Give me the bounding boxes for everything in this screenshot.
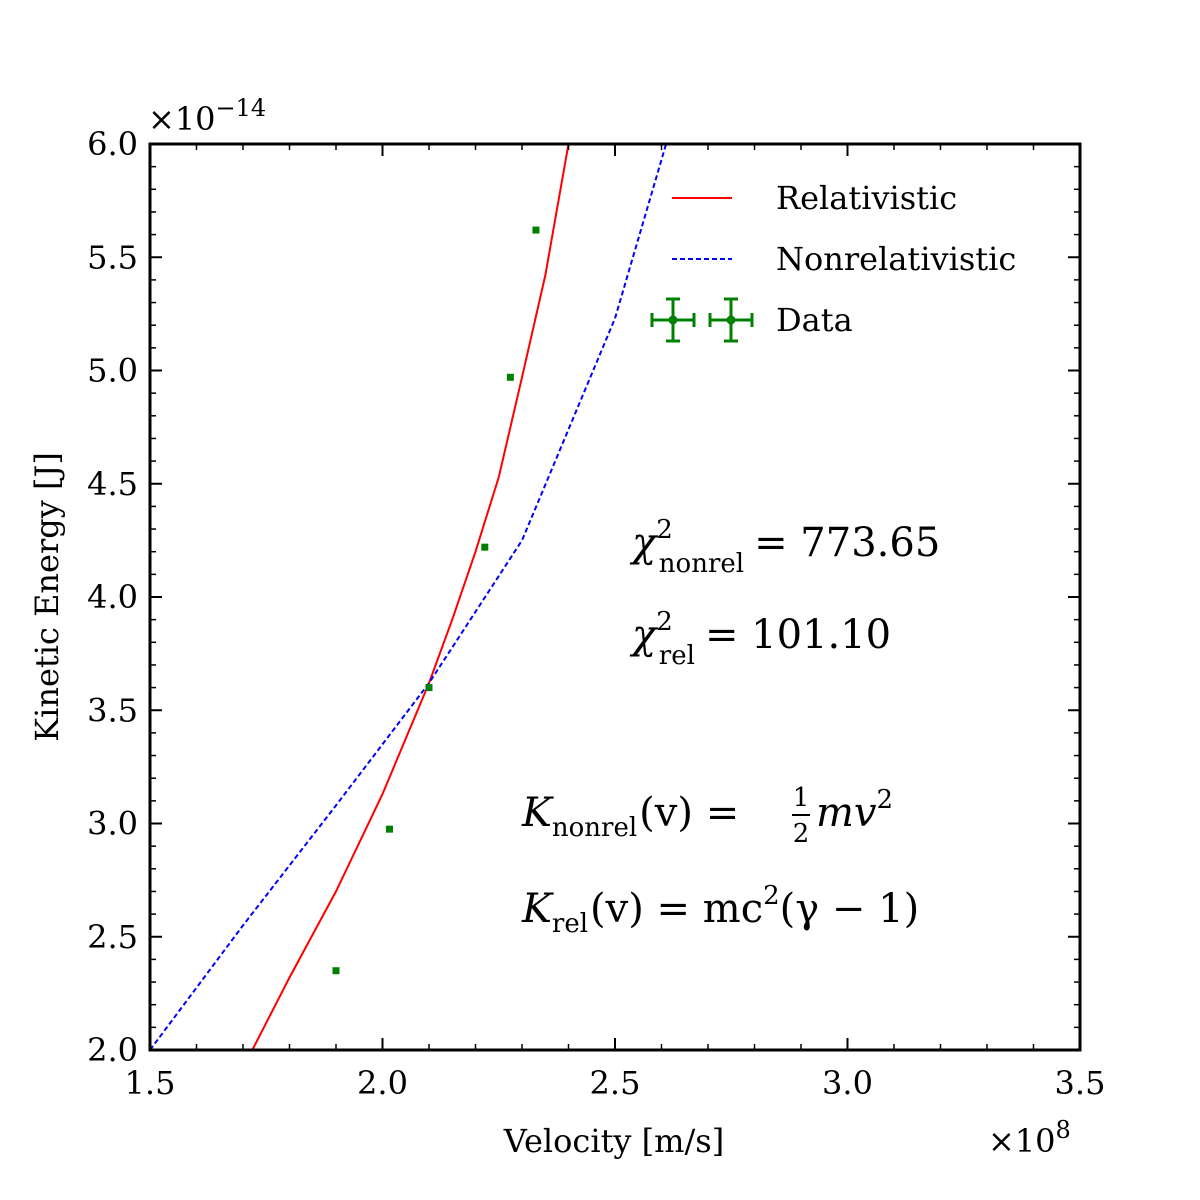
plot-layer [150, 144, 668, 1050]
x-axis-label: Velocity [m/s] [503, 1122, 724, 1160]
y-tick-label: 5.5 [87, 238, 138, 276]
y-tick-label: 2.0 [87, 1031, 138, 1069]
x-tick-label: 3.5 [1055, 1064, 1106, 1102]
y-axis-label: Kinetic Energy [J] [28, 452, 66, 742]
annotation-k-nonrel-fraction: 1 2 [792, 783, 810, 849]
annotation-chi-rel: χ2 rel = 101.10 [629, 607, 891, 671]
plot-area [150, 144, 668, 1050]
x-scale-label: ×108 [988, 1116, 1071, 1160]
x-tick-label: 2.0 [357, 1064, 408, 1102]
svg-text:1: 1 [793, 783, 810, 813]
axes-layer: 1.5 2.0 2.5 3.0 3.52.02.53.03.54.04.55.05.56… [87, 125, 1105, 1102]
legend: Relativistic Nonrelativistic Data [650, 179, 1016, 343]
y-tick-label: 3.5 [87, 691, 138, 729]
legend-label-relativistic: Relativistic [776, 179, 957, 217]
y-scale-label: ×10−14 [148, 94, 266, 138]
annotation-k-nonrel: Knonrel(v) = [521, 790, 739, 843]
legend-label-data: Data [776, 301, 853, 339]
y-tick-label: 2.5 [87, 918, 138, 956]
y-tick-label: 4.5 [87, 465, 138, 503]
data-point [385, 825, 393, 833]
data-point [481, 543, 489, 551]
x-tick-label: 1.5 [125, 1064, 176, 1102]
legend-label-nonrelativistic: Nonrelativistic [776, 240, 1016, 278]
data-point [332, 967, 340, 975]
series-line-relativistic [251, 144, 570, 1050]
series-line-nonrelativistic [150, 144, 668, 1050]
y-tick-label: 5.0 [87, 352, 138, 390]
annotation-k-nonrel-rhs: mv2 [816, 785, 893, 836]
data-point [506, 373, 514, 381]
y-tick-label: 3.0 [87, 805, 138, 843]
x-tick-label: 3.0 [822, 1064, 873, 1102]
data-point [425, 684, 433, 692]
x-tick-label: 2.5 [590, 1064, 641, 1102]
data-point [532, 226, 540, 234]
legend-marker-data [650, 297, 754, 343]
svg-text:2: 2 [793, 819, 810, 849]
y-tick-label: 4.0 [87, 578, 138, 616]
annotation-k-rel: Krel(v) = mc2(γ − 1) [521, 881, 919, 939]
y-tick-label: 6.0 [87, 125, 138, 163]
annotation-chi-nonrel: χ2 nonrel = 773.65 [629, 515, 940, 579]
